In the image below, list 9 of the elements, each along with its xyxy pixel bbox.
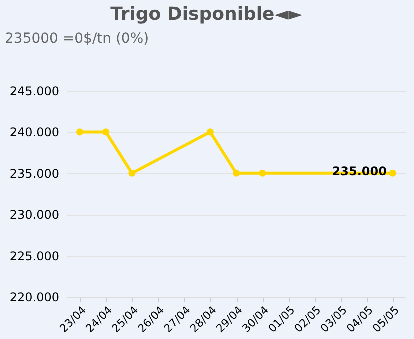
chart-title: Trigo Disponible◄► <box>110 4 303 25</box>
y-tick-label: 245.000 <box>10 84 60 98</box>
y-tick-label: 240.000 <box>10 126 60 140</box>
y-tick-label: 230.000 <box>10 208 60 222</box>
chart-subtitle: 235000 =0$/tn (0%) <box>5 31 150 47</box>
y-tick-label: 225.000 <box>10 249 60 264</box>
y-tick-label: 220.000 <box>10 290 60 304</box>
y-tick-label: 235.000 <box>10 166 60 181</box>
annotation: 235.000 <box>332 164 387 178</box>
